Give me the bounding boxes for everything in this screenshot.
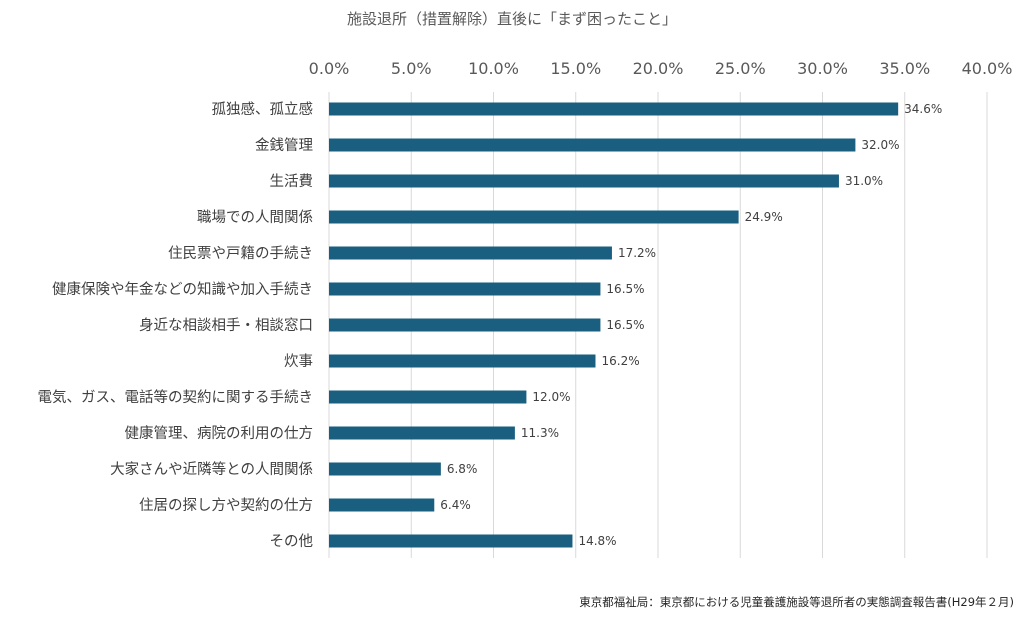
category-label: 炊事 — [284, 353, 313, 370]
x-tick-label: 30.0% — [797, 59, 848, 78]
x-tick-label: 20.0% — [633, 59, 684, 78]
category-label: 健康管理、病院の利用の仕方 — [125, 425, 314, 442]
bar — [329, 390, 527, 404]
category-label: 健康保険や年金などの知識や加入手続き — [52, 281, 313, 298]
bar — [329, 246, 612, 260]
bar — [329, 102, 899, 116]
bar — [329, 354, 596, 368]
data-label: 16.2% — [601, 354, 639, 368]
bar — [329, 534, 573, 548]
bar — [329, 282, 601, 296]
data-label: 24.9% — [745, 210, 783, 224]
data-label: 34.6% — [904, 102, 942, 116]
bar — [329, 426, 515, 440]
category-label: 大家さんや近隣等との人間関係 — [110, 460, 313, 478]
data-label: 16.5% — [606, 318, 644, 332]
category-label: 住居の探し方や契約の仕方 — [139, 497, 313, 514]
x-tick-label: 25.0% — [715, 59, 766, 78]
x-tick-label: 15.0% — [550, 59, 601, 78]
data-label: 16.5% — [606, 282, 644, 296]
bar — [329, 498, 435, 512]
data-label: 17.2% — [618, 246, 656, 260]
data-label: 32.0% — [861, 138, 899, 152]
bar — [329, 318, 601, 332]
bar — [329, 210, 739, 224]
data-label: 11.3% — [521, 426, 559, 440]
category-label: 職場での人間関係 — [197, 209, 313, 226]
category-label: 孤独感、孤立感 — [212, 101, 314, 118]
category-label: 金銭管理 — [255, 137, 313, 154]
bar — [329, 462, 441, 476]
category-label: 電気、ガス、電話等の契約に関する手続き — [38, 388, 314, 406]
category-label: 住民票や戸籍の手続き — [168, 245, 313, 262]
data-label: 6.8% — [447, 462, 478, 476]
data-label: 14.8% — [578, 534, 616, 548]
chart-title: 施設退所（措置解除）直後に「まず困ったこと」 — [346, 10, 677, 28]
x-tick-label: 35.0% — [879, 59, 930, 78]
data-label: 31.0% — [845, 174, 883, 188]
data-label: 12.0% — [532, 390, 570, 404]
category-label: その他 — [270, 533, 314, 550]
x-tick-label: 10.0% — [468, 59, 519, 78]
bar — [329, 174, 839, 188]
bar — [329, 138, 856, 152]
x-tick-label: 5.0% — [391, 59, 432, 78]
data-label: 6.4% — [440, 498, 471, 512]
category-label: 身近な相談相手・相談窓口 — [139, 316, 313, 334]
source-note: 東京都福祉局：東京都における児童養護施設等退所者の実態調査報告書(H29年２月) — [579, 595, 1014, 609]
x-tick-label: 40.0% — [962, 59, 1013, 78]
category-label: 生活費 — [270, 173, 314, 190]
x-tick-label: 0.0% — [309, 59, 350, 78]
